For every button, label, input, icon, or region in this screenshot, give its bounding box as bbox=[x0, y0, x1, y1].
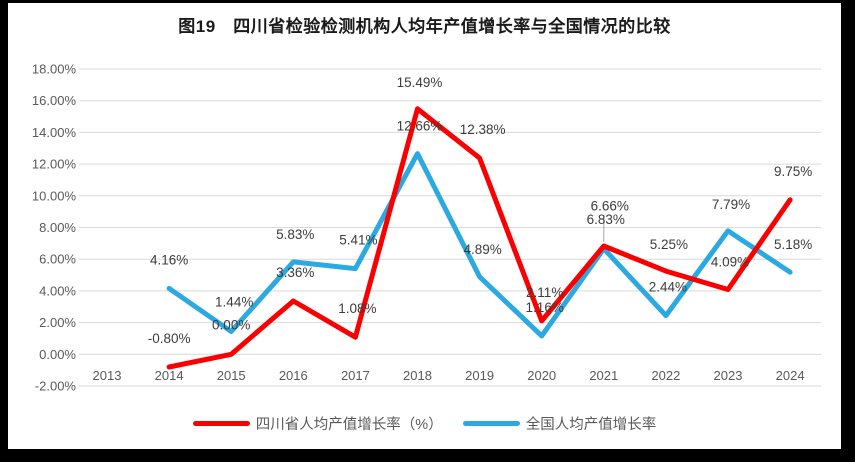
chart-canvas: 图19 四川省检验检测机构人均年产值增长率与全国情况的比较 四川省人均产值增长率… bbox=[8, 3, 841, 449]
legend-label-national: 全国人均产值增长率 bbox=[525, 417, 657, 433]
legend-line-swatch-blue bbox=[462, 421, 520, 426]
legend-label-sichuan: 四川省人均产值增长率（%） bbox=[255, 417, 443, 433]
chart-title: 图19 四川省检验检测机构人均年产值增长率与全国情况的比较 bbox=[178, 17, 671, 36]
legend-item-sichuan: 四川省人均产值增长率（%） bbox=[192, 413, 443, 434]
legend-item-national: 全国人均产值增长率 bbox=[462, 413, 657, 434]
legend: 四川省人均产值增长率（%） 全国人均产值增长率 bbox=[8, 413, 841, 434]
legend-line-swatch-red bbox=[192, 421, 250, 426]
